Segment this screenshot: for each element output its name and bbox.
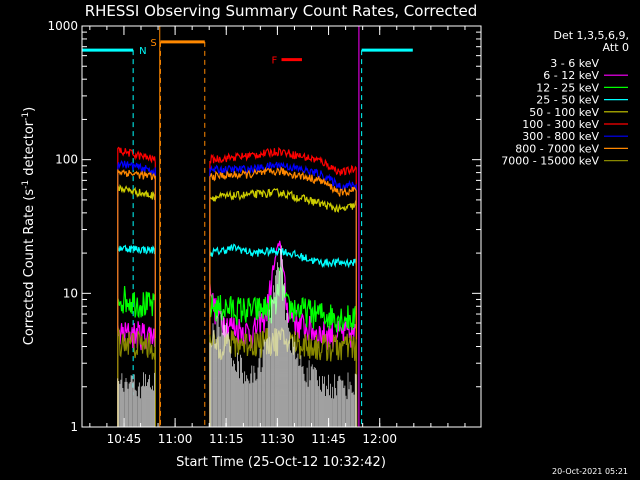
legend-header-line-1: Det 1,3,5,6,9,: [553, 29, 629, 42]
series-5-segment-0: [117, 146, 156, 427]
legend-entry-label-1: 6 - 12 keV: [543, 69, 599, 82]
series-7: [117, 166, 358, 428]
y-tick-label-3: 1000: [47, 19, 78, 33]
legend-entry-label-0: 3 - 6 keV: [550, 57, 599, 70]
y-tick-label-1: 10: [63, 286, 78, 300]
series-5-segment-1: [209, 146, 358, 428]
legend-entry-label-4: 50 - 100 keV: [529, 106, 599, 119]
series-6-segment-0: [117, 160, 156, 427]
legend-entry-label-3: 25 - 50 keV: [536, 94, 599, 107]
x-tick-label-4: 11:45: [311, 432, 346, 446]
series-3: [117, 243, 358, 428]
series-2: [117, 266, 358, 428]
legend-entry-label-8: 7000 - 15000 keV: [501, 155, 599, 168]
y-tick-label-0: 1: [70, 420, 78, 434]
legend-entry-label-5: 100 - 300 keV: [522, 118, 599, 131]
series-4-segment-1: [209, 188, 358, 428]
series-4-segment-0: [117, 184, 156, 427]
series-2-segment-0: [117, 285, 156, 427]
footer-timestamp: 20-Oct-2021 05:21: [552, 467, 628, 476]
series-0-overlay-segment-0: [117, 372, 155, 427]
series-8-segment-0: [117, 328, 156, 427]
chart-title: RHESSI Observing Summary Count Rates, Co…: [85, 2, 478, 20]
series-3-segment-1: [209, 243, 358, 428]
axes-layer: 1 10 100 1000 10:45 11:00 11:15 11:30 11:45 12:00: [47, 19, 481, 446]
legend-entry-label-6: 300 - 800 keV: [522, 130, 599, 143]
x-tick-label-0: 10:45: [107, 432, 142, 446]
y-tick-label-2: 100: [55, 153, 78, 167]
series-4: [117, 184, 358, 428]
x-tick-label-5: 12:00: [362, 432, 397, 446]
flag-n-label: N: [139, 46, 146, 57]
flag-s-label: S: [150, 38, 156, 49]
x-tick-label-2: 11:15: [209, 432, 244, 446]
plot-layer: NS F: [82, 26, 413, 428]
series-1-segment-1: [209, 240, 358, 428]
series-7-segment-1: [209, 166, 358, 428]
x-tick-label-3: 11:30: [260, 432, 295, 446]
y-axis-label: Corrected Count Rate (s-1 detector-1): [21, 107, 37, 345]
x-tick-label-1: 11:00: [158, 432, 193, 446]
series-5: [117, 146, 358, 428]
series-0-overlay-segment-1: [209, 245, 357, 427]
series-0-overlay: [117, 245, 357, 427]
series-7-segment-0: [117, 169, 156, 427]
legend-entry-label-7: 800 - 7000 keV: [515, 142, 599, 155]
series-8-segment-1: [209, 327, 358, 428]
series-2-segment-1: [209, 266, 358, 428]
series-8: [117, 327, 358, 428]
legend-header-line-2: Att 0: [603, 41, 629, 54]
plot-frame: [81, 25, 482, 428]
legend-entry-label-2: 12 - 25 keV: [536, 81, 599, 94]
flag-f-label: F: [272, 56, 278, 67]
x-axis-label: Start Time (25-Oct-12 10:32:42): [176, 455, 386, 470]
series-3-segment-0: [117, 244, 156, 427]
